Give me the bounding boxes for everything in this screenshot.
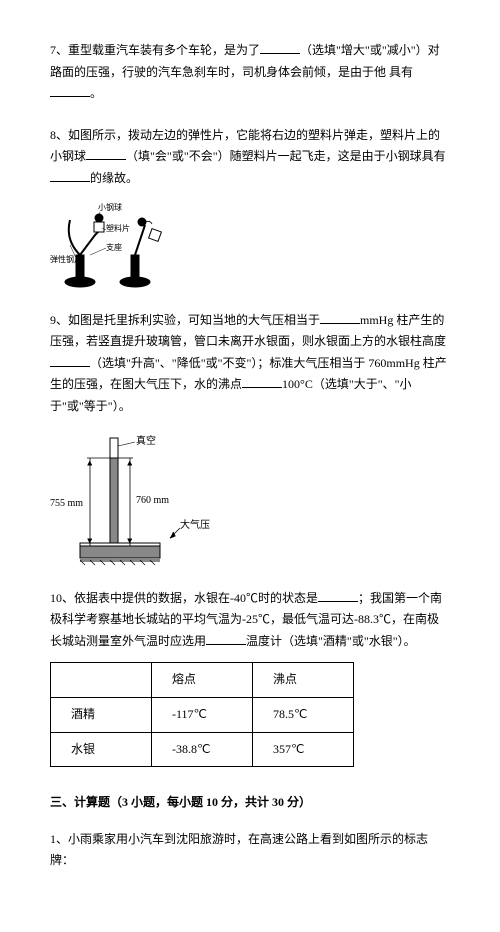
table-cell: -117℃: [152, 697, 253, 732]
label-755: 755 mm: [50, 498, 83, 509]
q10-text-c: 温度计（选填"酒精"或"水银"）。: [246, 634, 416, 648]
question-8: 8、如图所示，拨动左边的弹性片，它能将右边的塑料片弹走，塑料片上的小钢球（填"会…: [50, 125, 450, 290]
table-cell: 357℃: [253, 732, 354, 767]
table-cell: 酒精: [51, 697, 152, 732]
q8-figure: 小钢球 塑料片 弹性钢片 支座: [50, 200, 450, 290]
label-vacuum: 真空: [136, 434, 156, 447]
q10-table: 熔点 沸点 酒精 -117℃ 78.5℃ 水银 -38.8℃ 357℃: [50, 662, 354, 767]
q7-text-a: 7、重型载重汽车装有多个车轮，是为了: [50, 43, 260, 57]
q8-blank-2: [50, 169, 90, 182]
q7-blank-2: [50, 84, 90, 97]
table-cell: 沸点: [253, 663, 354, 698]
label-plastic: 塑料片: [106, 223, 130, 233]
label-760: 760 mm: [136, 495, 169, 506]
question-10: 10、依据表中提供的数据，水银在-40℃时的状态是；我国第一个南极科学考察基地长…: [50, 588, 450, 768]
section-3-title: 三、计算题（3 小题，每小题 10 分，共计 30 分）: [50, 792, 450, 814]
table-cell: 熔点: [152, 663, 253, 698]
q7-text-c: 。: [90, 86, 102, 100]
label-spring: 弹性钢片: [50, 254, 82, 264]
question-9: 9、如图是托里拆利实验，可知当地的大气压相当于mmHg 柱产生的压强，若竖直提升…: [50, 310, 450, 568]
q8-text-b: （填"会"或"不会"）随塑料片一起飞走，这是由于小钢球具有: [126, 149, 446, 163]
s3-q1-text: 1、小雨乘家用小汽车到沈阳旅游时，在高速公路上看到如图所示的标志牌：: [50, 832, 428, 868]
q10-blank-2: [206, 632, 246, 645]
q9-blank-1: [320, 311, 360, 324]
q9-blank-3: [242, 375, 282, 388]
table-cell: -38.8℃: [152, 732, 253, 767]
q10-text-a: 10、依据表中提供的数据，水银在-40℃时的状态是: [50, 591, 318, 605]
label-ball: 小钢球: [98, 202, 122, 212]
q8-blank-1: [86, 147, 126, 160]
q9-figure: 真空 755 mm 760 mm 大气压: [50, 428, 450, 568]
section3-q1: 1、小雨乘家用小汽车到沈阳旅游时，在高速公路上看到如图所示的标志牌：: [50, 829, 450, 872]
table-cell: 78.5℃: [253, 697, 354, 732]
label-handle: 支座: [106, 242, 122, 252]
question-7: 7、重型载重汽车装有多个车轮，是为了（选填"增大"或"减小"）对路面的压强，行驶…: [50, 40, 450, 105]
q8-text-c: 的缘故。: [90, 171, 138, 185]
label-atm: 大气压: [180, 518, 210, 531]
q9-text-a: 9、如图是托里拆利实验，可知当地的大气压相当于: [50, 313, 320, 327]
q7-blank-1: [260, 41, 300, 54]
table-cell: [51, 663, 152, 698]
q10-blank-1: [318, 589, 358, 602]
table-cell: 水银: [51, 732, 152, 767]
q9-blank-2: [50, 354, 90, 367]
